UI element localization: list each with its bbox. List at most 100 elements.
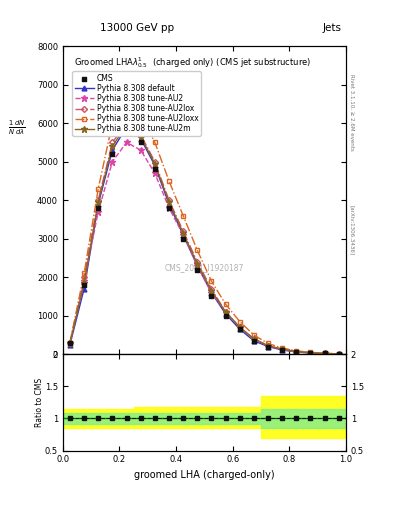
Line: Pythia 8.308 tune-AU2: Pythia 8.308 tune-AU2 bbox=[67, 139, 342, 357]
Pythia 8.308 tune-AU2lox bbox=[308, 350, 313, 356]
Pythia 8.308 tune-AU2 bbox=[252, 336, 256, 342]
Pythia 8.308 tune-AU2loxx bbox=[336, 351, 341, 357]
Pythia 8.308 tune-AU2 bbox=[181, 232, 185, 238]
CMS bbox=[307, 349, 314, 357]
Pythia 8.308 default bbox=[152, 162, 157, 168]
Pythia 8.308 tune-AU2lox bbox=[294, 349, 299, 355]
Pythia 8.308 tune-AU2loxx bbox=[195, 247, 200, 253]
Pythia 8.308 tune-AU2m bbox=[209, 288, 214, 294]
Y-axis label: Ratio to CMS: Ratio to CMS bbox=[35, 378, 44, 427]
Pythia 8.308 tune-AU2lox bbox=[167, 197, 171, 203]
Pythia 8.308 tune-AU2lox bbox=[209, 286, 214, 292]
Pythia 8.308 tune-AU2loxx bbox=[167, 178, 171, 184]
Pythia 8.308 tune-AU2loxx bbox=[82, 270, 86, 276]
Line: Pythia 8.308 tune-AU2loxx: Pythia 8.308 tune-AU2loxx bbox=[68, 101, 341, 356]
Pythia 8.308 tune-AU2loxx bbox=[237, 318, 242, 325]
Text: CMS_2021_I1920187: CMS_2021_I1920187 bbox=[165, 264, 244, 272]
Text: Rivet 3.1.10, ≥ 2.6M events: Rivet 3.1.10, ≥ 2.6M events bbox=[349, 74, 354, 151]
CMS bbox=[237, 325, 243, 333]
CMS bbox=[194, 265, 200, 273]
Pythia 8.308 tune-AU2m bbox=[308, 350, 313, 356]
Pythia 8.308 tune-AU2 bbox=[336, 351, 341, 357]
Pythia 8.308 tune-AU2 bbox=[209, 290, 214, 296]
X-axis label: groomed LHA (charged-only): groomed LHA (charged-only) bbox=[134, 470, 275, 480]
Pythia 8.308 tune-AU2m bbox=[322, 350, 327, 356]
Pythia 8.308 tune-AU2m bbox=[294, 349, 299, 355]
Pythia 8.308 default bbox=[110, 147, 115, 153]
Pythia 8.308 default bbox=[252, 338, 256, 344]
Pythia 8.308 default bbox=[223, 311, 228, 317]
Pythia 8.308 tune-AU2m bbox=[280, 346, 285, 352]
CMS bbox=[166, 204, 172, 212]
Pythia 8.308 default bbox=[181, 232, 185, 238]
Pythia 8.308 tune-AU2 bbox=[82, 278, 86, 284]
Pythia 8.308 default bbox=[308, 350, 313, 356]
CMS bbox=[222, 312, 229, 320]
Pythia 8.308 default bbox=[195, 263, 200, 269]
Pythia 8.308 tune-AU2 bbox=[280, 346, 285, 352]
Line: Pythia 8.308 tune-AU2m: Pythia 8.308 tune-AU2m bbox=[67, 122, 342, 357]
Pythia 8.308 tune-AU2 bbox=[294, 349, 299, 355]
Pythia 8.308 tune-AU2lox bbox=[195, 259, 200, 265]
Pythia 8.308 tune-AU2 bbox=[237, 324, 242, 330]
Pythia 8.308 tune-AU2 bbox=[223, 309, 228, 315]
Pythia 8.308 tune-AU2loxx bbox=[223, 301, 228, 307]
Pythia 8.308 tune-AU2 bbox=[68, 339, 72, 346]
Pythia 8.308 default bbox=[124, 124, 129, 130]
Line: Pythia 8.308 default: Pythia 8.308 default bbox=[68, 124, 341, 356]
Text: Jets: Jets bbox=[323, 23, 342, 33]
Pythia 8.308 default bbox=[322, 351, 327, 357]
Pythia 8.308 tune-AU2lox bbox=[336, 351, 341, 357]
CMS bbox=[336, 350, 342, 358]
Pythia 8.308 tune-AU2lox bbox=[138, 132, 143, 138]
Line: Pythia 8.308 tune-AU2lox: Pythia 8.308 tune-AU2lox bbox=[68, 121, 341, 356]
Pythia 8.308 tune-AU2m bbox=[223, 309, 228, 315]
Pythia 8.308 tune-AU2loxx bbox=[252, 332, 256, 338]
Pythia 8.308 tune-AU2m bbox=[96, 199, 101, 205]
Pythia 8.308 default bbox=[209, 290, 214, 296]
Pythia 8.308 tune-AU2m bbox=[124, 122, 129, 128]
CMS bbox=[109, 150, 116, 158]
Pythia 8.308 tune-AU2lox bbox=[124, 120, 129, 126]
CMS bbox=[265, 343, 271, 351]
Pythia 8.308 tune-AU2lox bbox=[181, 228, 185, 234]
Pythia 8.308 tune-AU2m bbox=[195, 261, 200, 267]
Pythia 8.308 tune-AU2m bbox=[110, 143, 115, 150]
Pythia 8.308 tune-AU2m bbox=[336, 351, 341, 357]
Pythia 8.308 default bbox=[237, 326, 242, 332]
Pythia 8.308 tune-AU2loxx bbox=[181, 212, 185, 219]
CMS bbox=[152, 165, 158, 174]
Pythia 8.308 default bbox=[167, 201, 171, 207]
CMS bbox=[123, 127, 130, 135]
CMS bbox=[208, 292, 215, 301]
Pythia 8.308 default bbox=[96, 201, 101, 207]
Pythia 8.308 tune-AU2lox bbox=[322, 350, 327, 356]
Text: 13000 GeV pp: 13000 GeV pp bbox=[101, 23, 174, 33]
CMS bbox=[138, 138, 144, 146]
Pythia 8.308 tune-AU2m bbox=[252, 336, 256, 342]
Pythia 8.308 tune-AU2loxx bbox=[280, 345, 285, 351]
Pythia 8.308 tune-AU2 bbox=[138, 147, 143, 153]
Text: Groomed LHA$\lambda^1_{0.5}$  (charged only) (CMS jet substructure): Groomed LHA$\lambda^1_{0.5}$ (charged on… bbox=[74, 55, 312, 70]
Pythia 8.308 tune-AU2 bbox=[266, 343, 270, 349]
Pythia 8.308 tune-AU2 bbox=[152, 170, 157, 176]
CMS bbox=[180, 234, 186, 243]
Pythia 8.308 tune-AU2m bbox=[82, 280, 86, 286]
Pythia 8.308 tune-AU2lox bbox=[237, 324, 242, 330]
Pythia 8.308 tune-AU2m bbox=[152, 160, 157, 166]
Pythia 8.308 tune-AU2lox bbox=[266, 343, 270, 349]
Pythia 8.308 tune-AU2loxx bbox=[308, 349, 313, 355]
Pythia 8.308 tune-AU2lox bbox=[96, 197, 101, 203]
Pythia 8.308 tune-AU2loxx bbox=[266, 340, 270, 347]
Pythia 8.308 default bbox=[82, 286, 86, 292]
Pythia 8.308 tune-AU2lox bbox=[252, 336, 256, 342]
CMS bbox=[279, 346, 285, 354]
Pythia 8.308 default bbox=[280, 347, 285, 353]
Pythia 8.308 tune-AU2m bbox=[138, 134, 143, 140]
Pythia 8.308 tune-AU2 bbox=[110, 159, 115, 165]
Pythia 8.308 tune-AU2m bbox=[266, 343, 270, 349]
CMS bbox=[251, 337, 257, 345]
Text: [arXiv:1306.3436]: [arXiv:1306.3436] bbox=[349, 205, 354, 255]
CMS bbox=[81, 281, 87, 289]
Legend: CMS, Pythia 8.308 default, Pythia 8.308 tune-AU2, Pythia 8.308 tune-AU2lox, Pyth: CMS, Pythia 8.308 default, Pythia 8.308 … bbox=[72, 72, 201, 136]
